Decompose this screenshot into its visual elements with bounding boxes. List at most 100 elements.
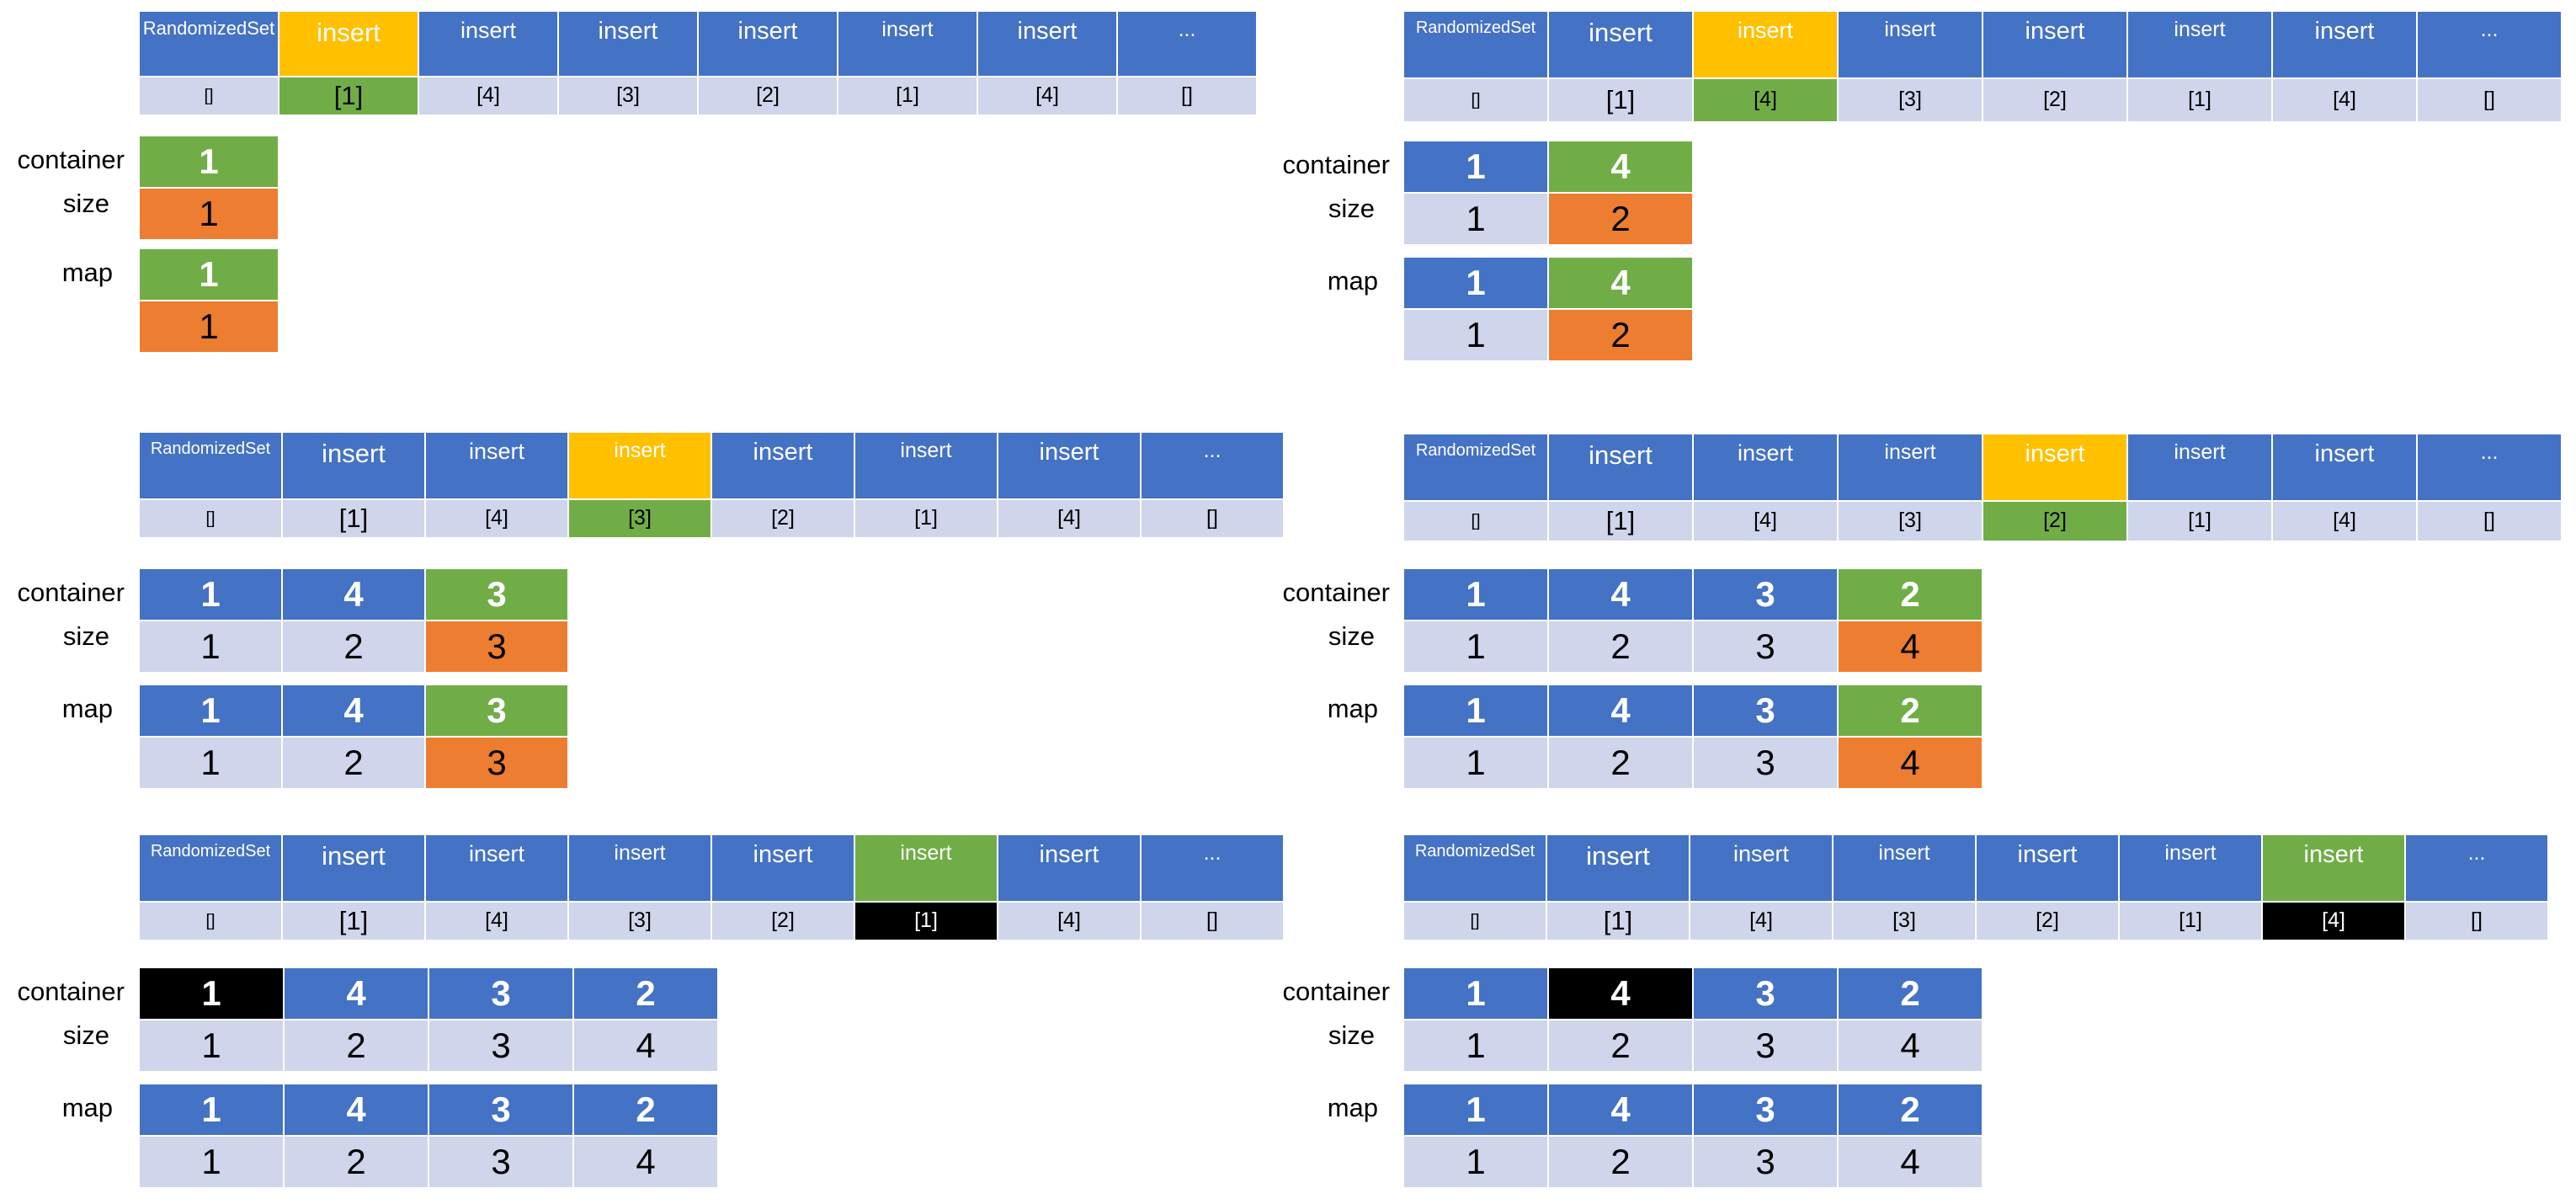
map-key-cell: 2 <box>1839 685 1983 738</box>
arg-cell: [2] <box>1977 903 2120 941</box>
arg-cell: [] <box>140 903 283 941</box>
arg-cell: [3] <box>559 77 699 116</box>
arg-cell: [4] <box>1694 79 1839 123</box>
map-value-cell: 3 <box>429 1137 574 1189</box>
map-value-cell: 2 <box>1549 738 1694 790</box>
arg-cell: [] <box>1142 500 1285 539</box>
arg-cell: [] <box>1404 903 1547 941</box>
map-key-cell: 4 <box>1549 1084 1694 1137</box>
map-value-cell: 1 <box>1404 1137 1549 1189</box>
arg-cell: [4] <box>2273 79 2418 123</box>
size-cell: 2 <box>283 621 426 674</box>
arg-cell: [1] <box>838 77 978 116</box>
arg-cell: [1] <box>1547 903 1690 941</box>
arg-cell: [1] <box>283 500 426 539</box>
size-label: size <box>1328 1020 1375 1050</box>
size-label: size <box>1328 621 1375 651</box>
op-cell: insert <box>998 835 1142 903</box>
arg-cell: [4] <box>2273 502 2418 542</box>
op-cell: insert <box>1549 434 1694 502</box>
container-cell: 3 <box>1694 569 1839 621</box>
arg-cell: [2] <box>699 77 838 116</box>
size-cell: 1 <box>140 621 283 674</box>
size-cell: 2 <box>285 1020 429 1073</box>
op-cell: insert <box>1690 835 1834 903</box>
map-value-cell: 1 <box>140 301 279 354</box>
size-cell: 2 <box>1549 194 1694 246</box>
op-cell: insert <box>1694 434 1839 502</box>
container-cell: 3 <box>426 569 569 621</box>
op-cell: ... <box>1118 12 1258 77</box>
container-cell: 3 <box>429 968 574 1020</box>
size-cell: 4 <box>1839 1020 1983 1073</box>
container-label: container <box>17 977 125 1006</box>
op-cell: insert <box>283 835 426 903</box>
container-cell: 1 <box>140 968 285 1020</box>
size-cell: 3 <box>1694 621 1839 674</box>
op-cell: insert <box>279 12 419 77</box>
op-cell: insert <box>855 433 998 500</box>
arg-cell: [3] <box>569 903 712 941</box>
arg-cell: [] <box>1404 79 1549 123</box>
op-cell: insert <box>838 12 978 77</box>
op-cell: insert <box>2273 434 2418 502</box>
container-cell: 2 <box>574 968 719 1020</box>
op-cell: insert <box>699 12 838 77</box>
op-cell: insert <box>419 12 559 77</box>
arg-cell: [3] <box>1839 502 1983 542</box>
size-label: size <box>1328 194 1375 223</box>
op-cell: insert <box>1839 434 1983 502</box>
op-cell: insert <box>978 12 1118 77</box>
op-cell: insert <box>1834 835 1977 903</box>
size-label: size <box>62 621 109 651</box>
container-label: container <box>17 145 125 174</box>
op-cell: insert <box>1983 12 2128 79</box>
op-cell: ... <box>2406 835 2549 903</box>
size-cell: 2 <box>1549 621 1694 674</box>
size-cell: 2 <box>1549 1020 1694 1073</box>
arg-cell: [4] <box>2263 903 2406 941</box>
container-cell: 1 <box>1404 569 1549 621</box>
op-cell: insert <box>1983 434 2128 502</box>
size-cell: 3 <box>426 621 569 674</box>
map-key-cell: 1 <box>1404 685 1549 738</box>
size-label: size <box>62 1020 109 1050</box>
op-cell: insert <box>1549 12 1694 79</box>
map-value-cell: 1 <box>1404 310 1549 362</box>
op-cell: ... <box>1142 433 1285 500</box>
map-key-cell: 2 <box>1839 1084 1983 1137</box>
op-cell: insert <box>712 433 855 500</box>
container-cell: 2 <box>1839 569 1983 621</box>
map-key-cell: 3 <box>429 1084 574 1137</box>
arg-cell: [] <box>2418 79 2563 123</box>
arg-cell: [1] <box>2120 903 2263 941</box>
map-value-cell: 1 <box>140 738 283 790</box>
op-cell: ... <box>2418 434 2563 502</box>
arg-cell: [] <box>2406 903 2549 941</box>
arg-cell: [1] <box>2128 79 2273 123</box>
size-cell: 3 <box>429 1020 574 1073</box>
arg-cell: [4] <box>426 903 569 941</box>
arg-cell: [3] <box>1834 903 1977 941</box>
arg-cell: [] <box>1118 77 1258 116</box>
op-cell: insert <box>283 433 426 500</box>
arg-cell: [] <box>1404 502 1549 542</box>
map-key-cell: 1 <box>1404 1084 1549 1137</box>
arg-cell: [2] <box>712 903 855 941</box>
map-value-cell: 1 <box>1404 738 1549 790</box>
op-cell: insert <box>2120 835 2263 903</box>
container-label: container <box>1282 578 1390 607</box>
map-value-cell: 3 <box>426 738 569 790</box>
map-key-cell: 3 <box>1694 1084 1839 1137</box>
map-key-cell: 3 <box>426 685 569 738</box>
arg-cell: [4] <box>1690 903 1834 941</box>
op-cell: insert <box>2128 434 2273 502</box>
container-cell: 4 <box>1549 569 1694 621</box>
arg-cell: [1] <box>855 903 998 941</box>
arg-cell: [4] <box>1694 502 1839 542</box>
op-class-name: RandomizedSet <box>140 12 279 77</box>
size-cell: 1 <box>1404 1020 1549 1073</box>
op-cell: ... <box>2418 12 2563 79</box>
arg-cell: [] <box>140 500 283 539</box>
container-cell: 4 <box>283 569 426 621</box>
